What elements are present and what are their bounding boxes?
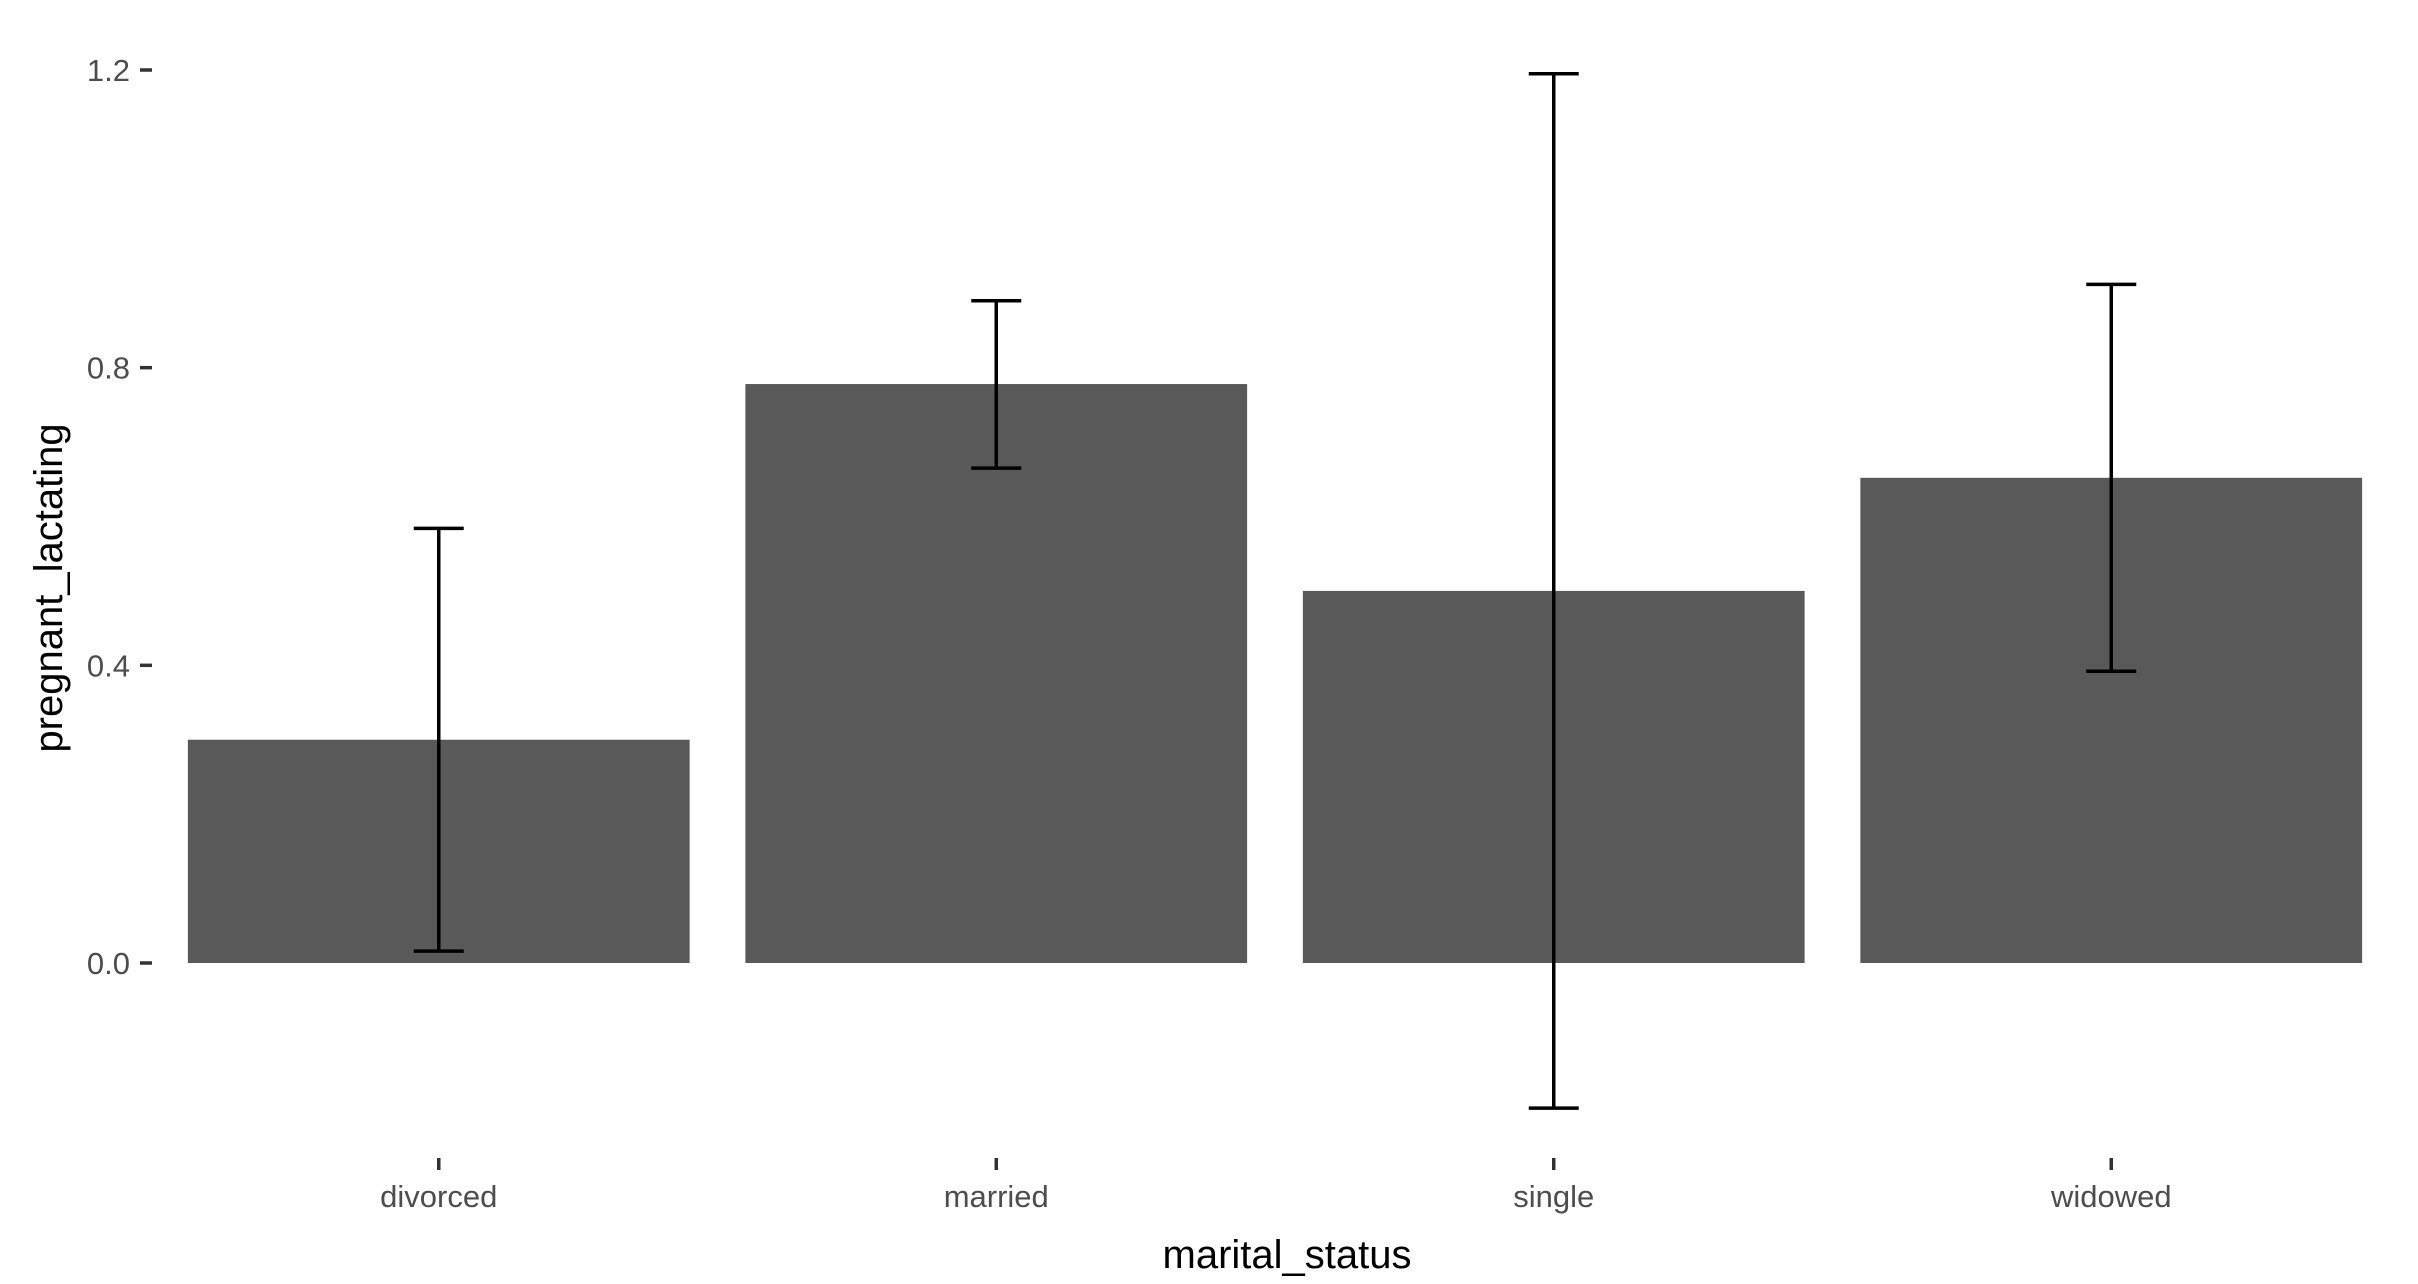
y-tick-label-0.0: 0.0 <box>87 946 130 981</box>
x-tick-label-single: single <box>1513 1179 1594 1214</box>
x-axis: divorced married single widowed <box>380 1158 2172 1214</box>
y-tick-label-0.8: 0.8 <box>87 351 130 386</box>
x-axis-title: marital_status <box>1163 1233 1412 1277</box>
y-axis: 0.0 0.4 0.8 1.2 <box>87 53 152 981</box>
bars-layer <box>187 384 2363 963</box>
y-tick-label-0.4: 0.4 <box>87 648 130 683</box>
x-tick-label-divorced: divorced <box>380 1179 497 1214</box>
x-tick-label-widowed: widowed <box>2050 1179 2172 1214</box>
errorbars-layer <box>413 71 2137 1110</box>
x-tick-label-married: married <box>944 1179 1049 1214</box>
bar-married <box>745 384 1248 963</box>
y-axis-title: pregnant_lactating <box>27 423 71 752</box>
y-tick-label-1.2: 1.2 <box>87 53 130 88</box>
